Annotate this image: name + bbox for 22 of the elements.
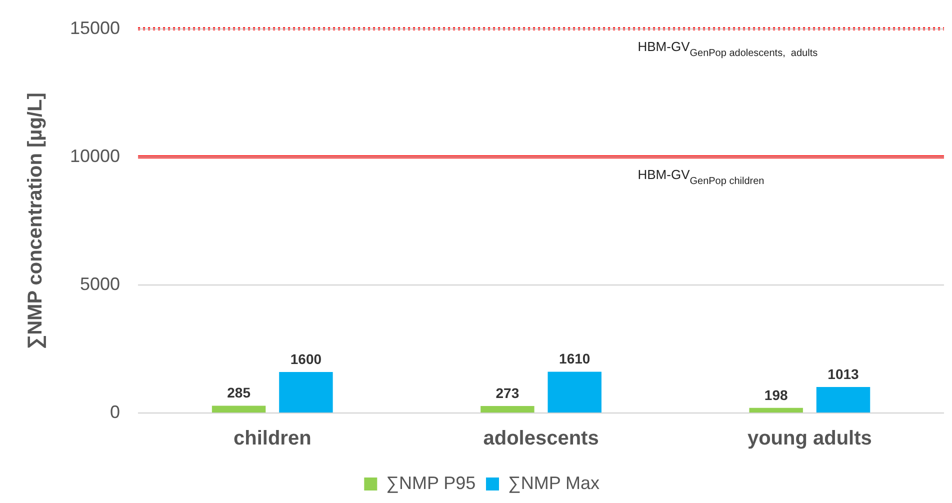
y-tick-label: 0 — [110, 402, 120, 422]
y-axis-title: ∑NMP concentration [µg/L] — [24, 92, 47, 350]
data-label: 273 — [496, 384, 520, 401]
x-tick-label: young adults — [747, 428, 872, 450]
bar — [212, 406, 266, 412]
x-tick-label: children — [233, 428, 312, 450]
y-tick-label: 5000 — [80, 274, 120, 294]
y-tick-label: 10000 — [70, 146, 120, 166]
legend-label: ∑NMP P95 — [386, 472, 476, 493]
bar — [548, 372, 602, 412]
bar — [279, 372, 333, 412]
data-label: 1610 — [559, 350, 590, 367]
bar — [749, 408, 803, 412]
data-label: 285 — [227, 384, 251, 401]
bar — [816, 387, 870, 412]
data-label: 1600 — [290, 350, 322, 367]
data-label: 1013 — [828, 366, 860, 382]
legend-label: ∑NMP Max — [508, 472, 600, 493]
bar — [480, 406, 534, 412]
x-tick-label: adolescents — [483, 428, 599, 450]
y-tick-label: 15000 — [70, 18, 120, 38]
data-label: 198 — [764, 386, 788, 403]
